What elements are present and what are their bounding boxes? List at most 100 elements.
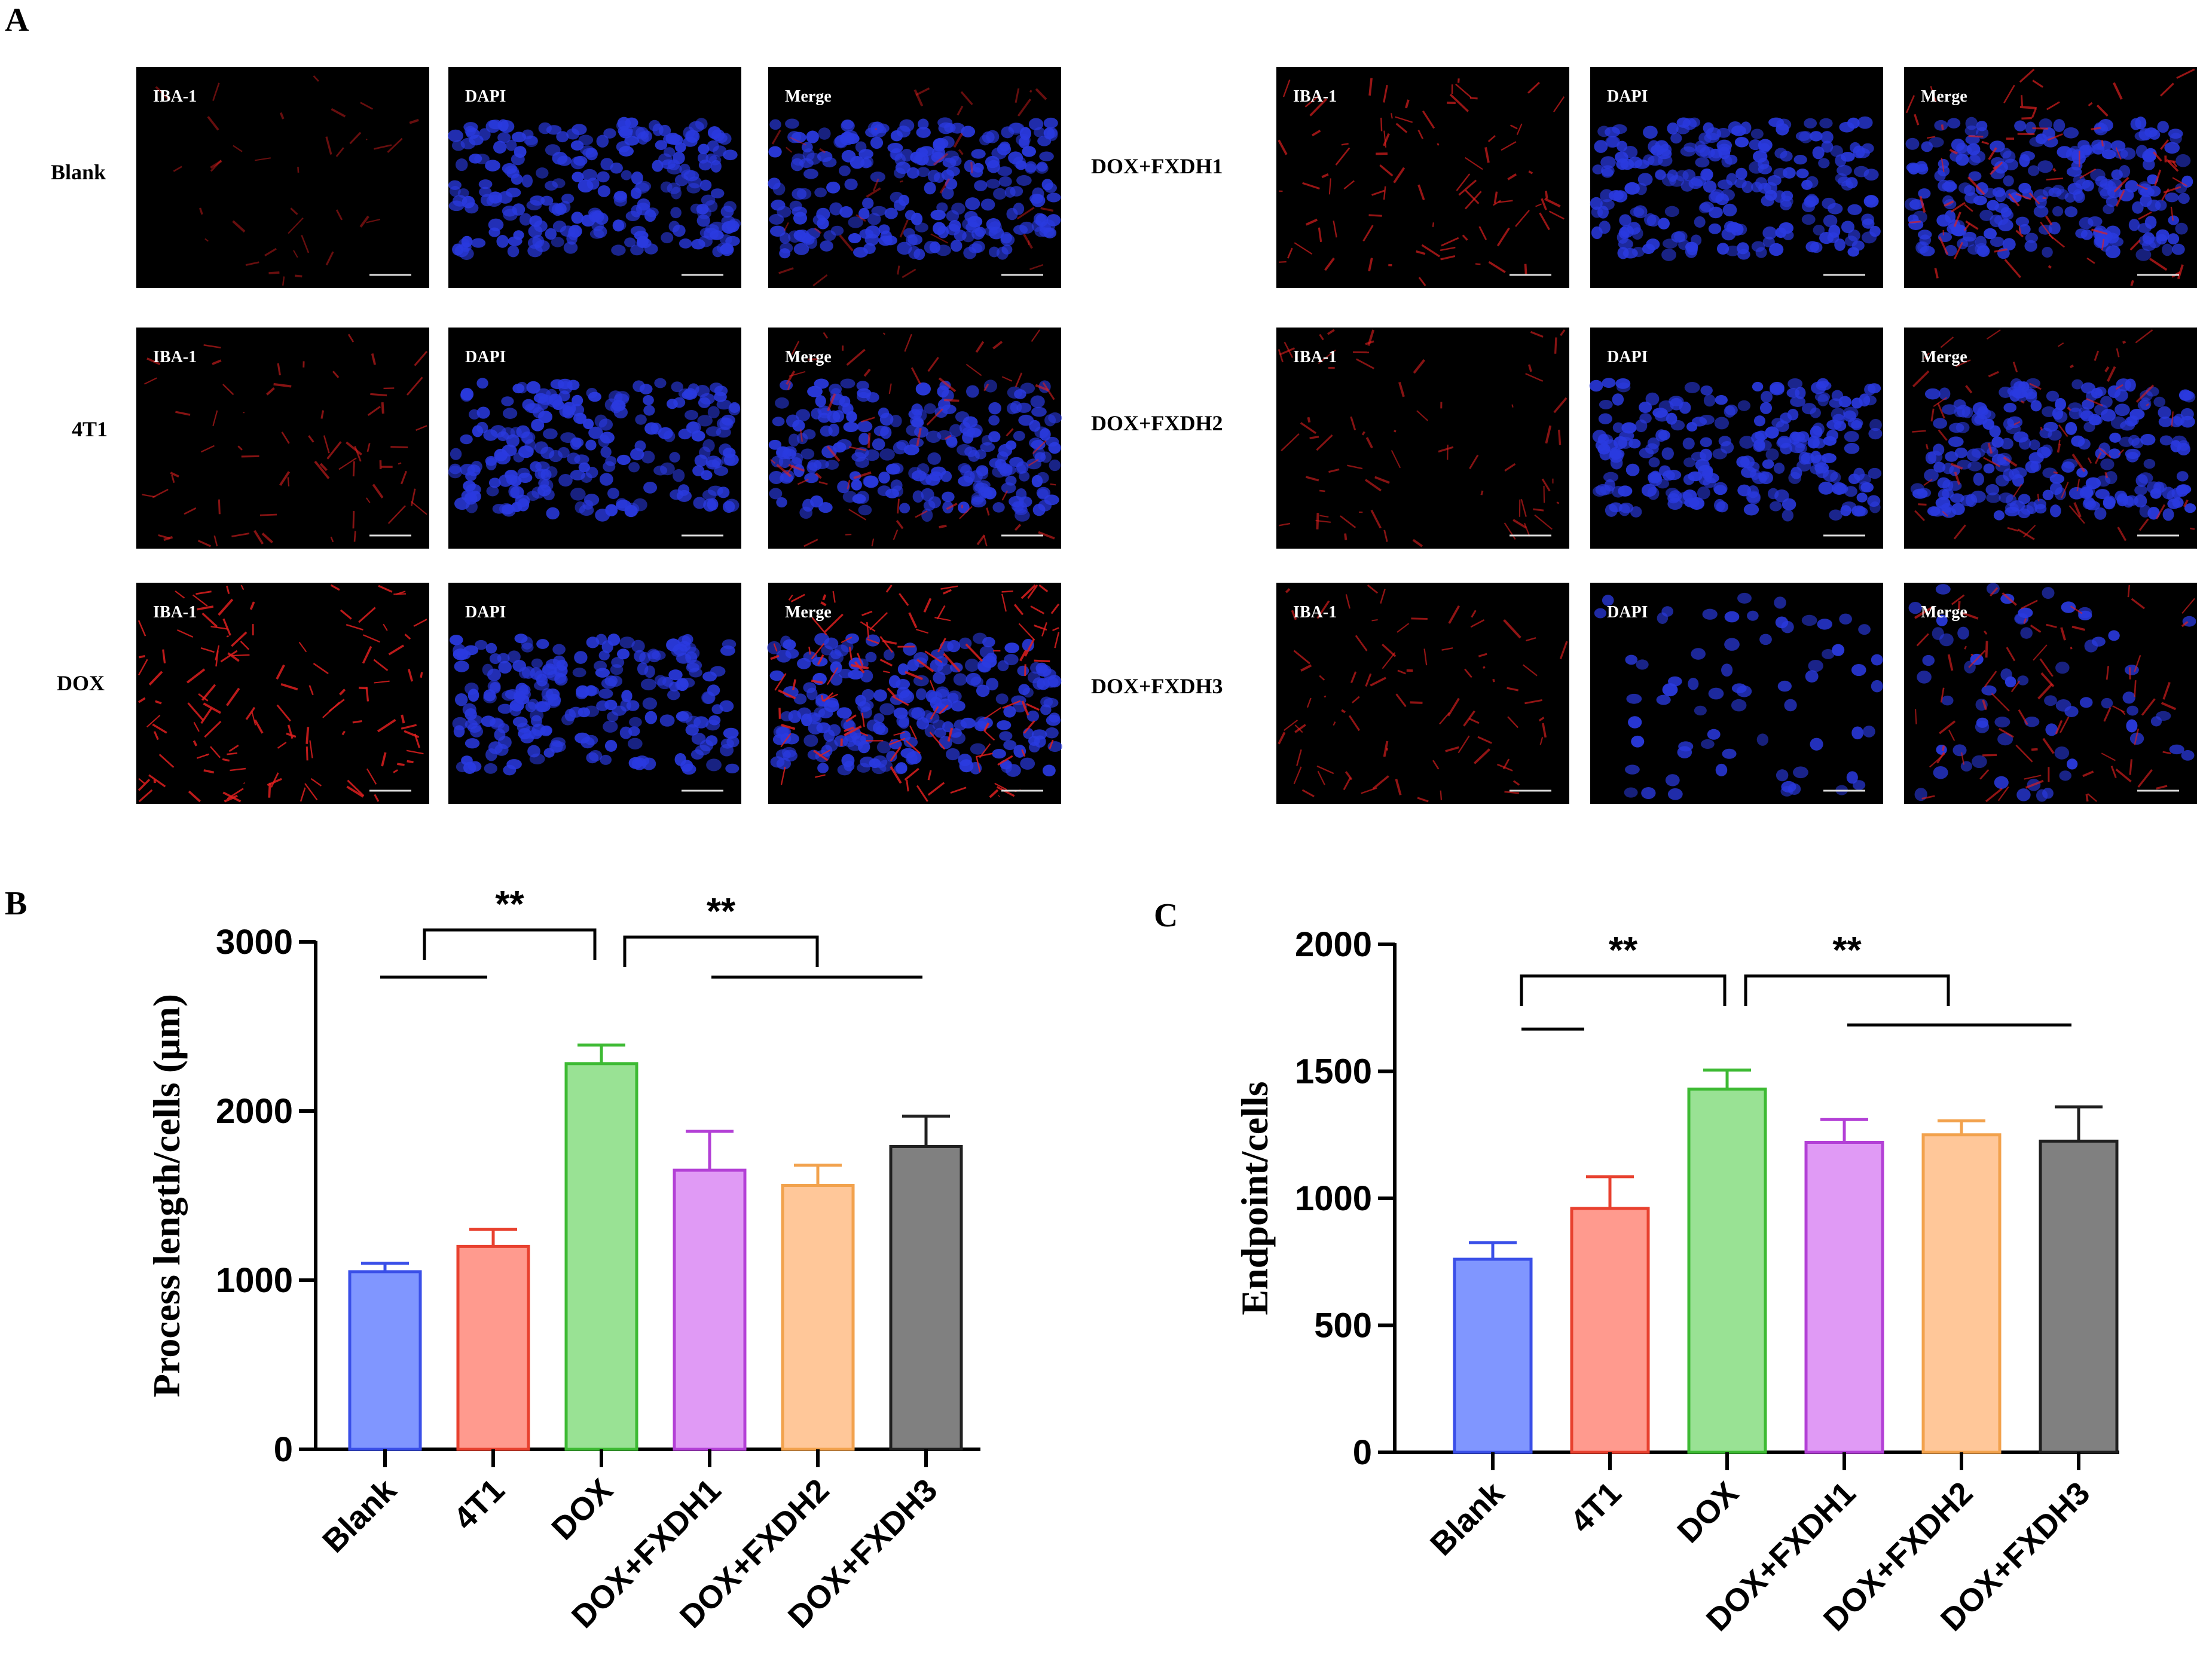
nucleus xyxy=(1781,781,1796,792)
nucleus xyxy=(2000,207,2012,217)
nucleus xyxy=(802,499,814,512)
x-tick-label: DOX xyxy=(545,1472,619,1547)
nucleus xyxy=(527,745,540,758)
nucleus xyxy=(1753,442,1765,452)
nucleus xyxy=(2157,121,2169,133)
nucleus xyxy=(585,735,598,745)
nucleus xyxy=(906,424,919,436)
nucleus xyxy=(598,688,613,699)
nucleus xyxy=(599,650,610,660)
nucleus xyxy=(1863,726,1875,738)
nucleus xyxy=(1770,382,1785,394)
nucleus xyxy=(2129,219,2140,231)
nucleus xyxy=(1022,146,1036,157)
nucleus xyxy=(2057,146,2072,158)
nucleus xyxy=(802,429,815,439)
nucleus xyxy=(619,146,634,157)
nucleus xyxy=(1868,383,1881,393)
nucleus xyxy=(1722,749,1736,759)
nucleus xyxy=(2126,452,2139,463)
nucleus xyxy=(485,456,497,466)
nucleus xyxy=(643,405,655,416)
nucleus xyxy=(649,120,661,131)
nucleus xyxy=(722,639,736,650)
nucleus xyxy=(1676,125,1690,134)
nucleus xyxy=(680,760,693,772)
nucleus xyxy=(2156,711,2171,721)
nucleus xyxy=(560,432,576,443)
nucleus xyxy=(723,201,737,212)
nucleus xyxy=(2135,117,2146,129)
nucleus xyxy=(2054,119,2065,132)
nucleus xyxy=(454,660,469,672)
nucleus xyxy=(873,722,885,735)
nucleus xyxy=(768,146,781,157)
nucleus xyxy=(453,644,466,657)
nucleus xyxy=(600,446,611,458)
nucleus xyxy=(899,717,909,729)
microglia-process xyxy=(1394,431,1397,432)
channel-label: DAPI xyxy=(465,87,506,106)
nucleus xyxy=(1747,611,1759,621)
nucleus xyxy=(1728,121,1742,134)
group-label: DOX+FXDH3 xyxy=(1091,674,1223,698)
nucleus xyxy=(1666,774,1680,786)
nucleus xyxy=(1857,492,1868,502)
nucleus xyxy=(841,378,855,388)
nucleus xyxy=(837,707,852,718)
nucleus xyxy=(899,503,910,513)
nucleus xyxy=(600,473,613,485)
nucleus xyxy=(2123,691,2135,703)
nucleus xyxy=(2175,154,2190,167)
microglia-process xyxy=(971,162,972,173)
nucleus xyxy=(2167,498,2180,509)
nucleus xyxy=(486,643,497,654)
nucleus xyxy=(814,707,825,717)
nucleus xyxy=(1594,140,1608,153)
nucleus xyxy=(723,149,738,160)
nucleus xyxy=(896,679,910,690)
nucleus xyxy=(2021,505,2034,515)
nucleus xyxy=(2174,414,2184,426)
nucleus xyxy=(1806,176,1819,188)
nucleus xyxy=(726,736,739,748)
nucleus xyxy=(1612,124,1627,134)
microglia-process xyxy=(2054,472,2058,473)
nucleus xyxy=(958,501,970,513)
microglia-process xyxy=(2033,128,2049,129)
nucleus xyxy=(463,481,476,492)
microglia-process xyxy=(366,139,367,140)
nucleus xyxy=(1040,697,1053,708)
nucleus xyxy=(1650,471,1661,483)
nucleus xyxy=(999,176,1012,186)
nucleus xyxy=(2056,699,2071,712)
nucleus xyxy=(1958,182,1972,194)
nucleus xyxy=(1700,201,1714,212)
microglia-process xyxy=(2123,342,2126,343)
nucleus xyxy=(1816,381,1831,390)
nucleus xyxy=(654,378,666,388)
nucleus xyxy=(1917,164,1929,175)
nucleus xyxy=(2037,160,2053,173)
nucleus xyxy=(1020,382,1035,393)
nucleus xyxy=(1757,733,1768,746)
nucleus xyxy=(635,414,646,424)
nucleus xyxy=(678,641,690,651)
nucleus xyxy=(448,130,463,142)
nucleus xyxy=(1049,712,1060,723)
nucleus xyxy=(1817,394,1829,406)
nucleus xyxy=(483,429,497,440)
nucleus xyxy=(1957,145,1972,156)
nucleus xyxy=(691,239,705,250)
nucleus xyxy=(632,498,647,512)
channel-label: DAPI xyxy=(1607,603,1648,622)
nucleus xyxy=(891,130,903,141)
nucleus xyxy=(1722,228,1736,240)
nucleus xyxy=(586,388,598,398)
nucleus xyxy=(925,724,936,738)
nucleus xyxy=(2163,508,2174,521)
nucleus xyxy=(1617,247,1628,259)
nucleus xyxy=(947,640,960,652)
nucleus xyxy=(1031,407,1047,417)
